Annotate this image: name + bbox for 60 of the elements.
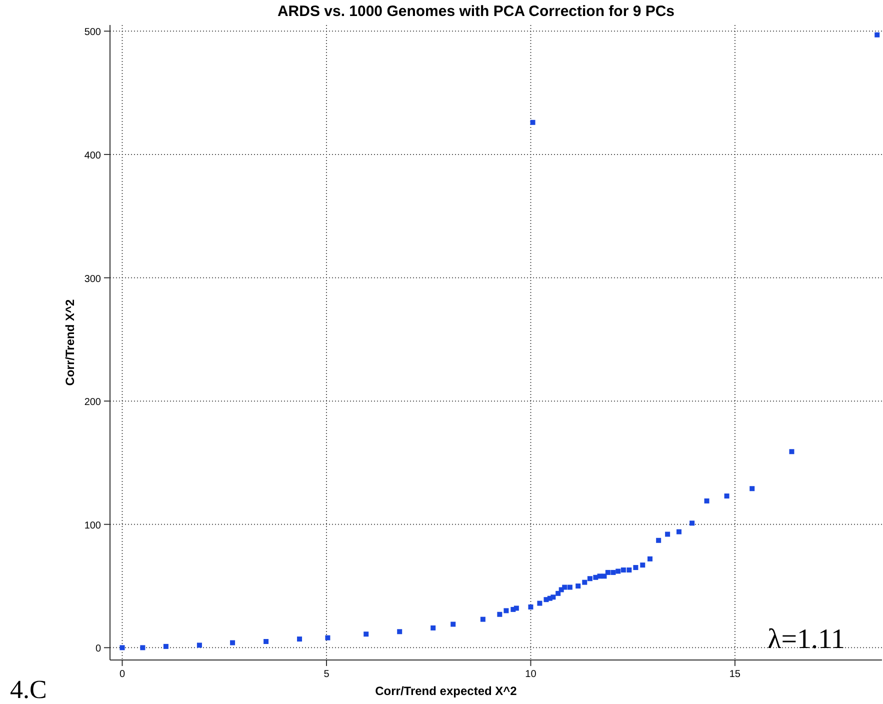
point [480, 616, 486, 622]
point [724, 494, 730, 499]
point [640, 562, 646, 568]
point [676, 529, 682, 534]
x-tick-label: 0 [119, 669, 126, 680]
point [874, 32, 880, 38]
point [616, 568, 621, 574]
point [593, 574, 598, 580]
y-tick-label: 300 [84, 274, 102, 285]
point [690, 520, 695, 526]
point [504, 608, 509, 614]
point [230, 640, 236, 646]
point [297, 636, 302, 642]
x-tick-label: 5 [324, 669, 330, 680]
point [530, 120, 536, 125]
y-tick-label: 200 [84, 397, 102, 408]
y-tick-label: 400 [84, 150, 102, 162]
point [567, 584, 572, 590]
x-tick-label: 15 [729, 669, 741, 680]
point [620, 567, 626, 572]
y-tick-label: 0 [95, 644, 102, 655]
point [605, 570, 610, 575]
point [582, 580, 588, 585]
chart-title: ARDS vs. 1000 Genomes with PCA Correction for 9 PCs [277, 3, 675, 20]
point [587, 576, 592, 582]
y-tick-label: 100 [84, 520, 102, 532]
point [633, 565, 638, 570]
point [665, 532, 670, 537]
point [497, 612, 502, 617]
point [364, 632, 369, 637]
text: 4.C [10, 675, 47, 704]
point [556, 590, 561, 596]
x-tick-label: 10 [525, 669, 537, 680]
point [550, 594, 556, 600]
point [514, 606, 519, 611]
y-axis-title: Corr/Trend X^2 [63, 299, 77, 386]
point [528, 604, 534, 610]
point [120, 645, 125, 650]
point [325, 635, 330, 640]
point [163, 644, 168, 649]
x-axis-title: Corr/Trend expected X^2 [375, 684, 518, 698]
point [602, 574, 607, 579]
point [196, 642, 202, 648]
point [397, 629, 402, 634]
annotation: λ=1.11 [768, 624, 845, 655]
point [264, 639, 269, 644]
point [537, 600, 542, 606]
point [647, 556, 652, 562]
point [789, 449, 794, 454]
point [430, 625, 436, 630]
point [626, 567, 632, 572]
point [704, 498, 710, 504]
point [140, 645, 146, 650]
point [562, 584, 568, 590]
point [610, 570, 616, 575]
point [656, 538, 662, 543]
point [750, 486, 755, 492]
point [576, 584, 581, 589]
point [450, 622, 456, 627]
y-tick-label: 500 [84, 27, 102, 38]
